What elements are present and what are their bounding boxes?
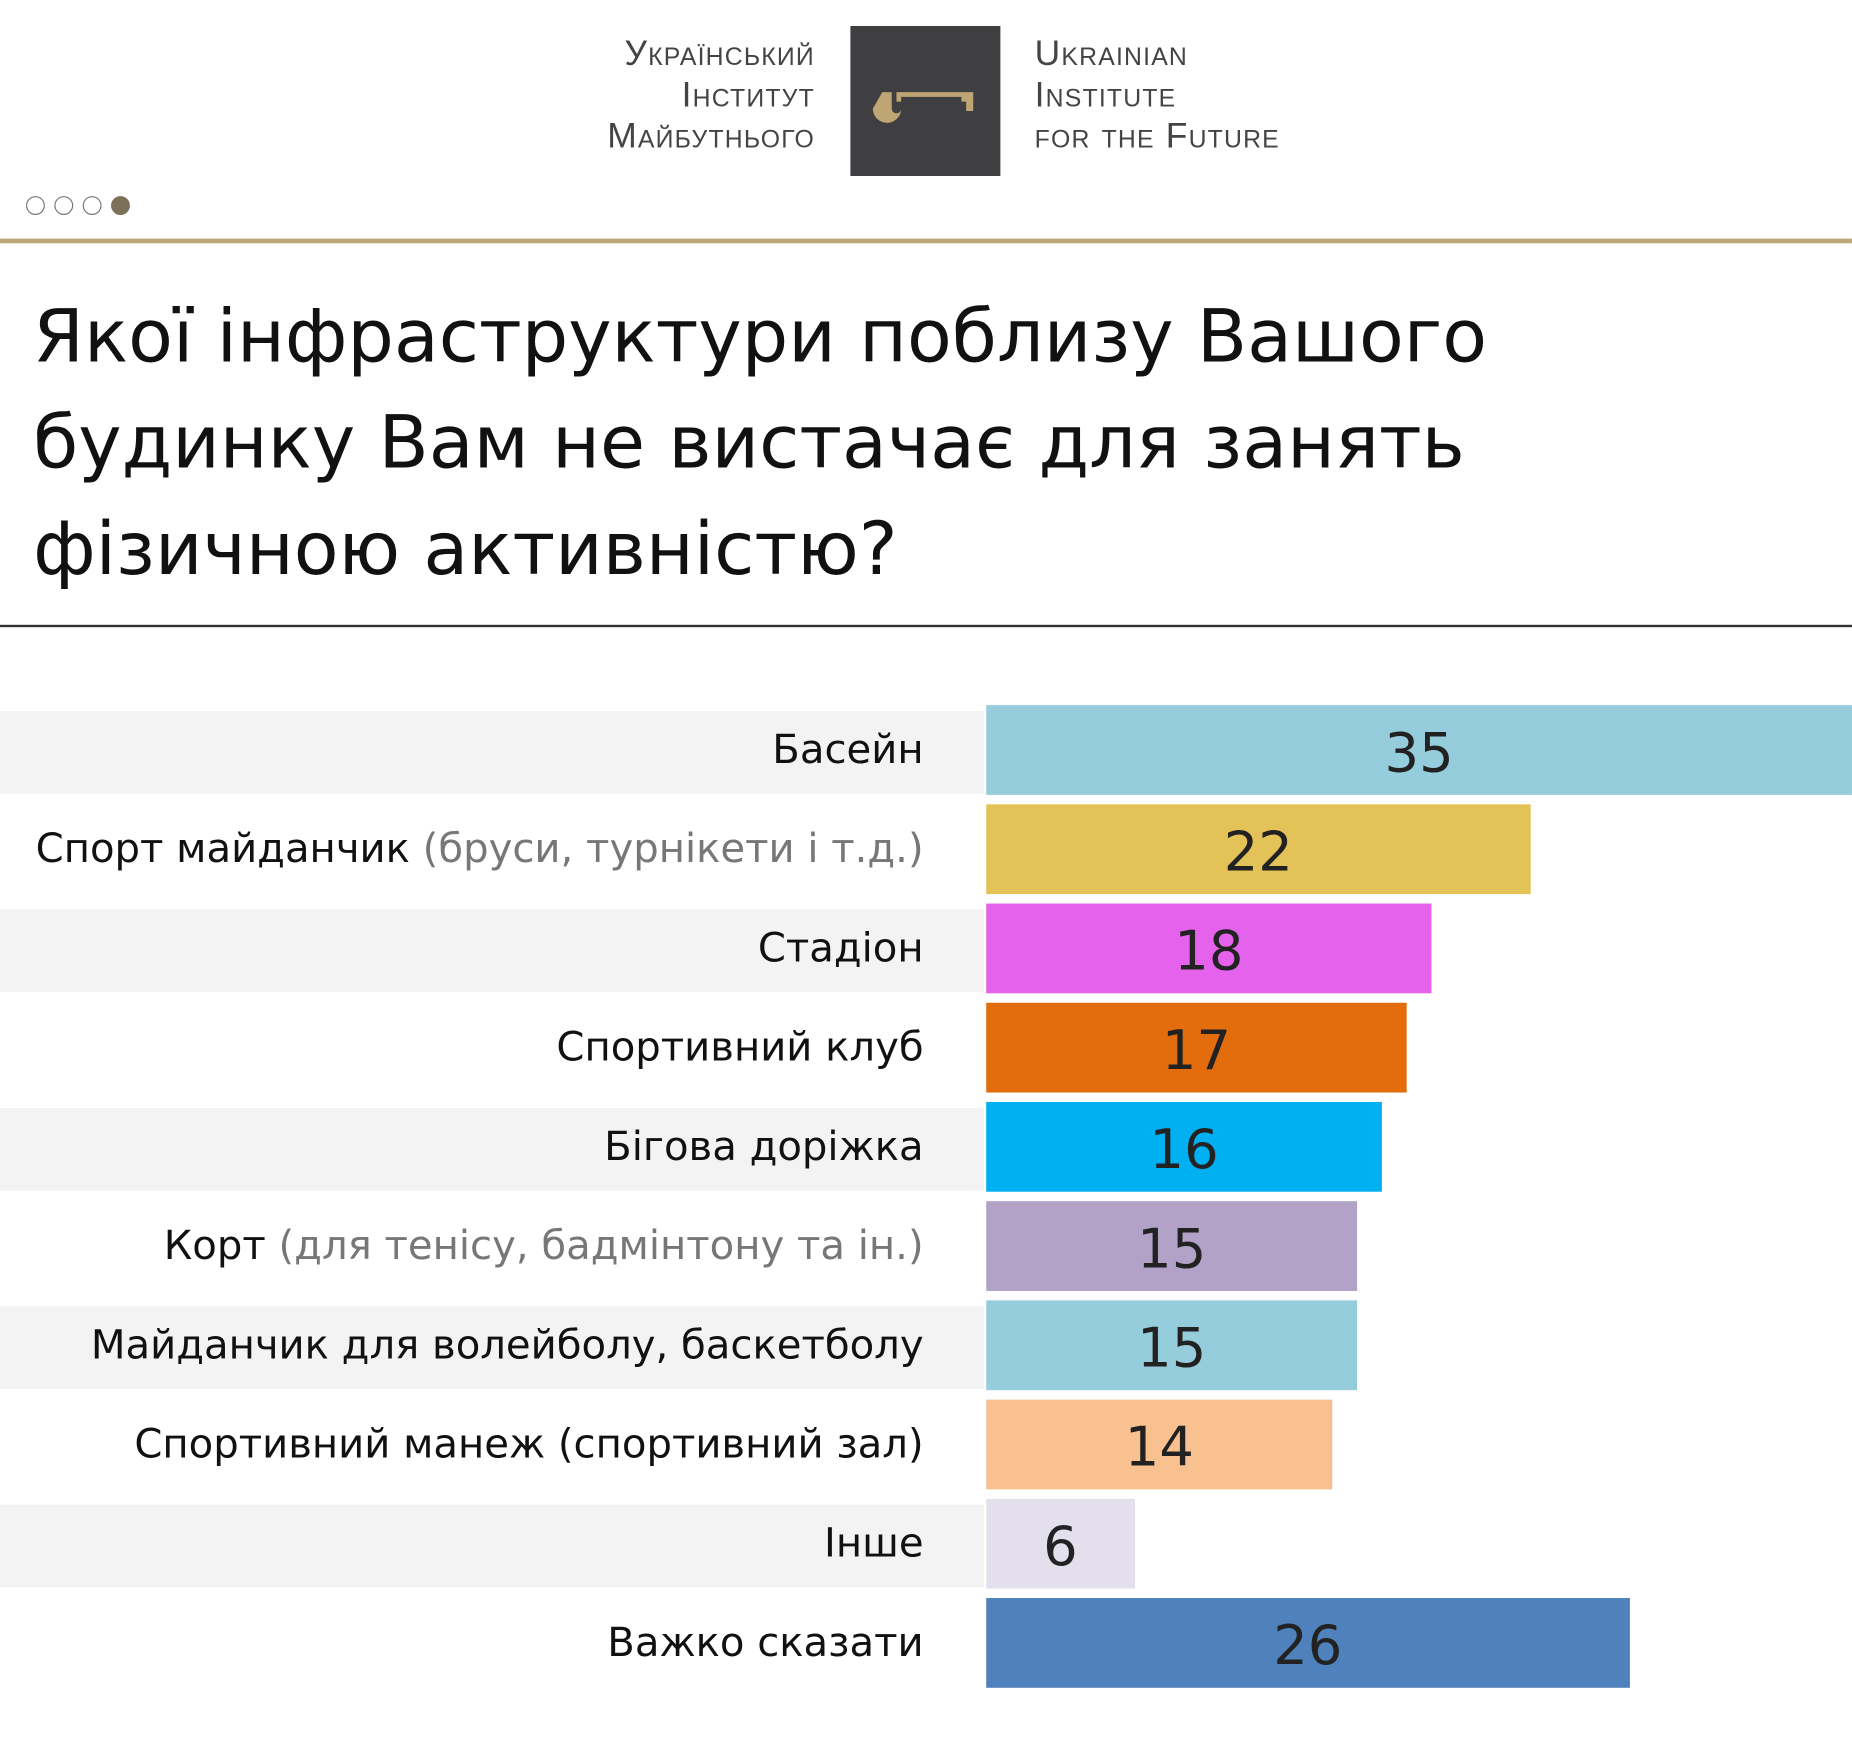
category-label: Стадіон — [758, 904, 924, 994]
chart-title: Якої інфраструктури поблизу Вашого будин… — [33, 292, 1488, 592]
category-name: Корт — [163, 1222, 266, 1270]
logo-line: Ukrainian — [1034, 34, 1189, 74]
bar — [986, 1399, 1333, 1490]
category-name: Спорт майданчик — [35, 825, 410, 873]
category-label: Спортивний манеж (спортивний зал) — [134, 1400, 923, 1490]
data-label: 17 — [1161, 1018, 1232, 1082]
bar — [986, 903, 1432, 994]
row-background — [0, 1504, 984, 1588]
bar — [986, 1201, 1358, 1291]
bar — [986, 1101, 1382, 1192]
category-label: Інше — [824, 1499, 924, 1589]
category-label: Важко сказати — [607, 1598, 923, 1688]
category-name: Спортивний клуб — [556, 1024, 924, 1072]
pager-dot-1[interactable] — [25, 196, 45, 215]
category-name: Бігова доріжка — [604, 1123, 924, 1171]
data-label: 15 — [1137, 1315, 1207, 1380]
category-label: Спортивний клуб — [556, 1003, 923, 1093]
key-icon — [872, 92, 974, 123]
category-label: Спорт майданчик (бруси, турнікети і т.д.… — [36, 804, 924, 894]
data-label: 16 — [1149, 1117, 1219, 1182]
category-note: (для тенісу, бадмінтону та ін.) — [265, 1222, 924, 1270]
category-label: Майданчик для волейболу, баскетболу — [91, 1300, 924, 1390]
logo-line: for the Future — [1034, 116, 1280, 156]
logo-key-box — [850, 25, 1001, 176]
row-background — [0, 1107, 984, 1191]
row-background — [0, 711, 984, 794]
category-name: Інше — [824, 1520, 924, 1568]
category-label: Корт (для тенісу, бадмінтону та ін.) — [164, 1201, 924, 1291]
data-label: 6 — [1043, 1514, 1078, 1578]
logo-text-en: Ukrainian Institute for the Future — [1035, 33, 1280, 157]
pager-dot-2[interactable] — [54, 196, 74, 215]
divider — [0, 624, 1852, 628]
category-label: Басейн — [772, 705, 923, 795]
bar — [986, 705, 1852, 795]
bar — [986, 1498, 1135, 1589]
data-label: 22 — [1223, 819, 1293, 884]
row-background — [0, 909, 984, 993]
category-name: Майданчик для волейболу, баскетболу — [90, 1321, 924, 1369]
category-label: Бігова доріжка — [604, 1102, 923, 1192]
logo-line: Майбутнього — [607, 116, 815, 156]
bar — [986, 1002, 1407, 1093]
category-name: Стадіон — [757, 924, 924, 973]
category-name: Басейн — [772, 726, 924, 774]
bar — [986, 804, 1531, 895]
logo-line: Institute — [1034, 75, 1177, 115]
data-label: 26 — [1273, 1613, 1343, 1678]
pager-dot-3[interactable] — [82, 196, 102, 215]
data-label: 15 — [1137, 1216, 1207, 1281]
logo-line: Український — [624, 34, 815, 74]
logo-line: Інститут — [681, 75, 815, 115]
bar — [986, 1300, 1358, 1391]
data-label: 14 — [1124, 1414, 1194, 1479]
category-name: Спортивний манеж (спортивний зал) — [134, 1420, 924, 1469]
slide-pager — [25, 196, 130, 215]
bar — [986, 1598, 1630, 1688]
pager-dot-4[interactable] — [111, 196, 130, 215]
row-background — [0, 1306, 984, 1389]
data-label: 35 — [1384, 720, 1454, 785]
divider — [0, 238, 1852, 244]
category-name: Важко сказати — [607, 1619, 924, 1667]
logo-text-ua: Український Інститут Майбутнього — [607, 33, 815, 157]
data-label: 18 — [1174, 918, 1244, 983]
category-note: (бруси, турнікети і т.д.) — [409, 825, 924, 873]
